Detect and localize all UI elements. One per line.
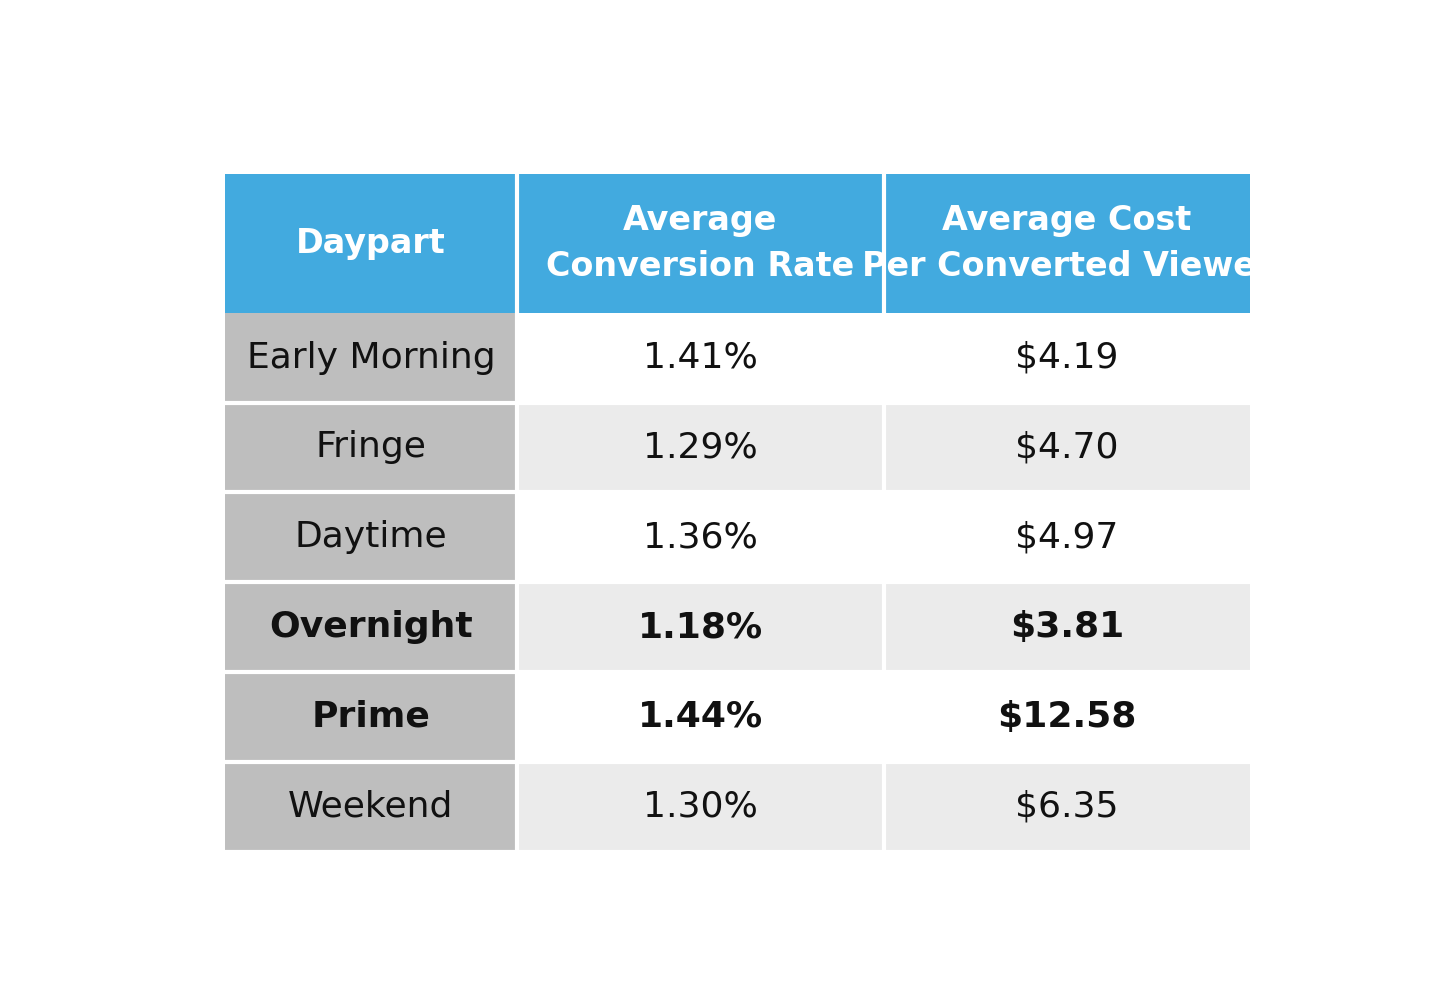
FancyBboxPatch shape	[884, 582, 1250, 672]
FancyBboxPatch shape	[884, 174, 1250, 313]
FancyBboxPatch shape	[225, 582, 517, 672]
Text: 1.41%: 1.41%	[644, 341, 757, 375]
FancyBboxPatch shape	[517, 762, 884, 851]
FancyBboxPatch shape	[884, 403, 1250, 492]
Text: 1.18%: 1.18%	[638, 610, 763, 644]
FancyBboxPatch shape	[884, 313, 1250, 403]
Text: Overnight: Overnight	[269, 610, 472, 644]
Text: 1.29%: 1.29%	[644, 430, 757, 464]
Text: Weekend: Weekend	[288, 790, 454, 824]
Text: Average Cost
Per Converted Viewer: Average Cost Per Converted Viewer	[863, 204, 1272, 283]
Text: Early Morning: Early Morning	[246, 341, 495, 375]
Text: $6.35: $6.35	[1015, 790, 1119, 824]
FancyBboxPatch shape	[517, 672, 884, 762]
FancyBboxPatch shape	[225, 762, 517, 851]
Text: Daytime: Daytime	[295, 520, 448, 554]
Text: Fringe: Fringe	[315, 430, 426, 464]
Text: Average
Conversion Rate: Average Conversion Rate	[546, 204, 855, 283]
Text: 1.36%: 1.36%	[644, 520, 757, 554]
Text: $4.70: $4.70	[1015, 430, 1119, 464]
Text: $3.81: $3.81	[1009, 610, 1125, 644]
Text: Daypart: Daypart	[297, 227, 446, 260]
FancyBboxPatch shape	[517, 174, 884, 313]
FancyBboxPatch shape	[884, 672, 1250, 762]
Text: $4.19: $4.19	[1015, 341, 1119, 375]
FancyBboxPatch shape	[225, 672, 517, 762]
FancyBboxPatch shape	[517, 313, 884, 403]
Text: Prime: Prime	[311, 700, 431, 734]
FancyBboxPatch shape	[517, 403, 884, 492]
FancyBboxPatch shape	[517, 582, 884, 672]
Text: $12.58: $12.58	[998, 700, 1136, 734]
FancyBboxPatch shape	[517, 492, 884, 582]
Text: 1.30%: 1.30%	[644, 790, 757, 824]
Text: 1.44%: 1.44%	[638, 700, 763, 734]
Text: $4.97: $4.97	[1015, 520, 1119, 554]
FancyBboxPatch shape	[225, 403, 517, 492]
FancyBboxPatch shape	[884, 762, 1250, 851]
FancyBboxPatch shape	[225, 492, 517, 582]
FancyBboxPatch shape	[225, 313, 517, 403]
FancyBboxPatch shape	[884, 492, 1250, 582]
FancyBboxPatch shape	[225, 174, 517, 313]
